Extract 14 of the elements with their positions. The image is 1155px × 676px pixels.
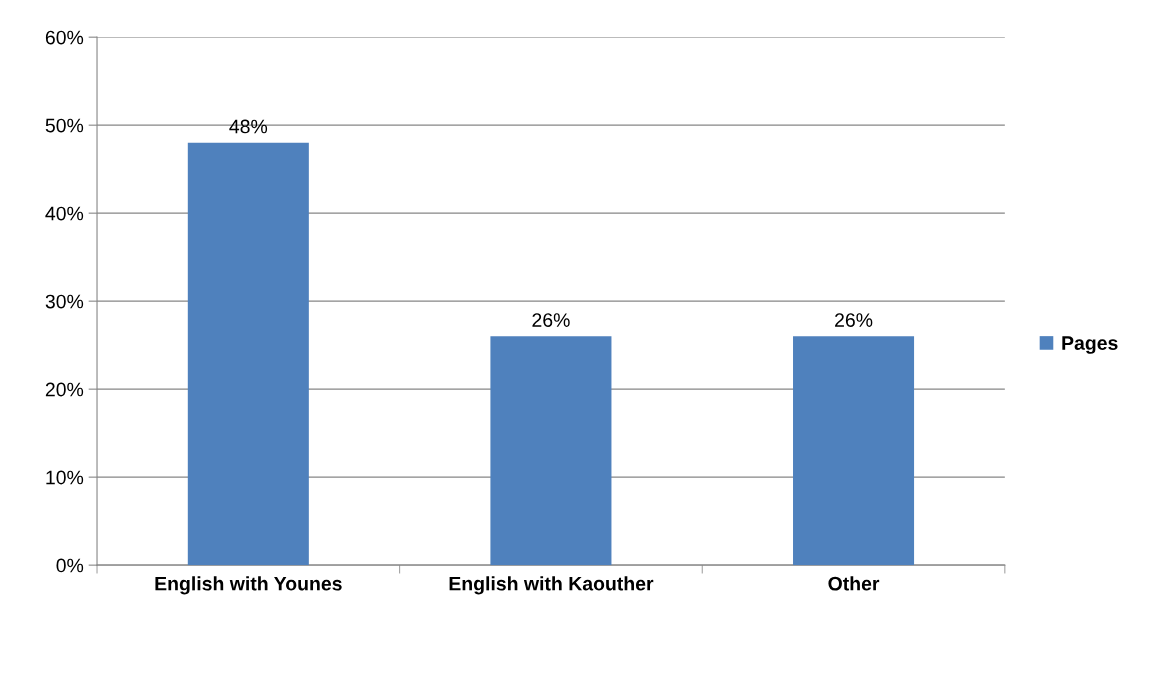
data-label: 26% <box>835 313 873 327</box>
y-tick-label: 50% <box>45 118 84 133</box>
y-tick-label: 40% <box>45 206 84 221</box>
y-tick-label: 10% <box>46 470 84 485</box>
data-label: 48% <box>229 119 268 134</box>
y-tick-label: 20% <box>45 382 84 397</box>
y-tick-label: 60% <box>45 30 84 45</box>
y-tick-label: 30% <box>45 294 84 309</box>
x-tick-label: Other <box>828 576 880 591</box>
y-tick-label: 0% <box>56 558 84 573</box>
legend-label: Pages <box>1062 336 1118 354</box>
data-label: 26% <box>532 313 570 327</box>
x-tick-label: English with Younes <box>155 576 342 595</box>
x-tick-label: English with Kaouther <box>449 576 654 595</box>
